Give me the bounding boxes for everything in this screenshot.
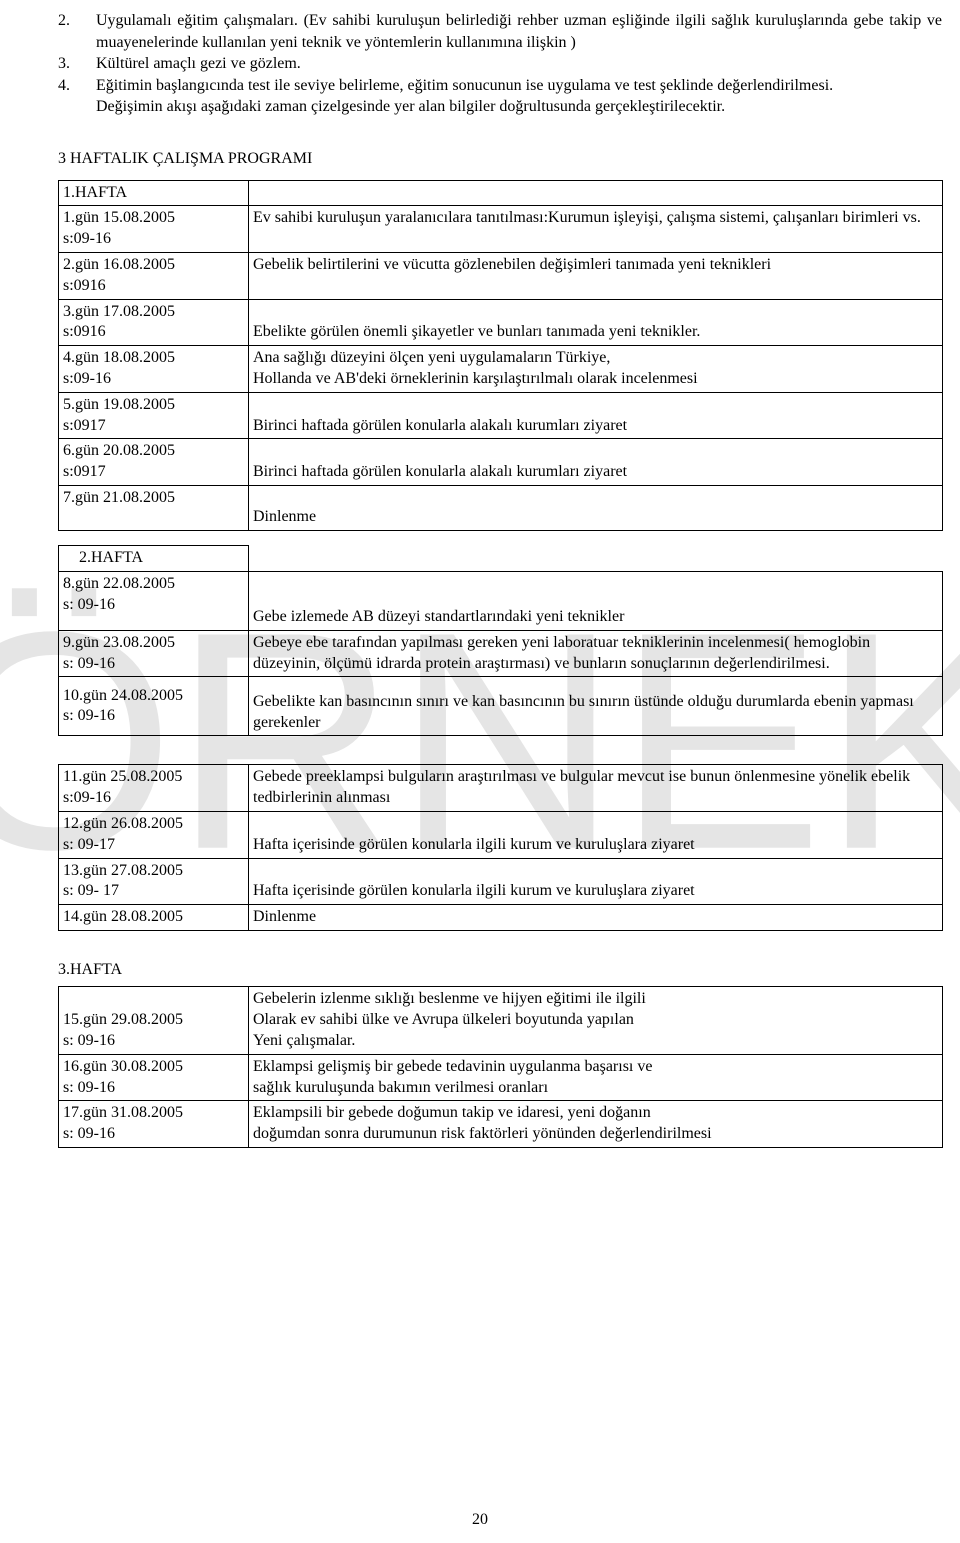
table-row: 15.gün 29.08.2005 s: 09-16 Gebelerin izl… xyxy=(59,987,943,1054)
table-row: 4.gün 18.08.2005 s:09-16 Ana sağlığı düz… xyxy=(59,346,943,393)
w3r1-right: Gebelerin izlenme sıklığı beslenme ve hi… xyxy=(249,987,943,1054)
intro-list: 2. Uygulamalı eğitim çalışmaları. (Ev sa… xyxy=(58,10,942,96)
w2br1-right: Gebede preeklampsi bulguların araştırılm… xyxy=(249,765,943,812)
w1r7-left: 7.gün 21.08.2005 xyxy=(59,485,249,530)
w1r3-left: 3.gün 17.08.2005 s:0916 xyxy=(59,299,249,346)
table-row: 11.gün 25.08.2005 s:09-16 Gebede preekla… xyxy=(59,765,943,812)
week1-table: 1.HAFTA 1.gün 15.08.2005 s:09-16 Ev sahi… xyxy=(58,180,943,531)
w2ar2-right: Gebeye ebe tarafından yapılması gereken … xyxy=(249,630,943,677)
list-text-3: Kültürel amaçlı gezi ve gözlem. xyxy=(96,53,942,75)
w2ar1-left: 8.gün 22.08.2005 s: 09-16 xyxy=(59,571,249,630)
table-row: 12.gün 26.08.2005 s: 09-17 Hafta içerisi… xyxy=(59,811,943,858)
week1-title: 1.HAFTA xyxy=(59,180,249,206)
w2ar3-right: Gebelikte kan basıncının sınırı ve kan b… xyxy=(249,677,943,736)
w1r5-right: Birinci haftada görülen konularla alakal… xyxy=(249,392,943,439)
w1r1-left: 1.gün 15.08.2005 s:09-16 xyxy=(59,206,249,253)
w1r7-right: Dinlenme xyxy=(249,485,943,530)
table-row: 9.gün 23.08.2005 s: 09-16 Gebeye ebe tar… xyxy=(59,630,943,677)
w3r2-right: Eklampsi gelişmiş bir gebede tedavinin u… xyxy=(249,1054,943,1101)
list-text-2: Uygulamalı eğitim çalışmaları. (Ev sahib… xyxy=(96,10,942,53)
w2ar3-left: 10.gün 24.08.2005 s: 09-16 xyxy=(59,677,249,736)
table-row: 13.gün 27.08.2005 s: 09- 17 Hafta içeris… xyxy=(59,858,943,905)
list-num-2: 2. xyxy=(58,10,96,53)
w2br3-left: 13.gün 27.08.2005 s: 09- 17 xyxy=(59,858,249,905)
week3-title: 3.HAFTA xyxy=(58,959,942,981)
w1r1-right: Ev sahibi kuruluşun yaralanıcılara tanıt… xyxy=(249,206,943,253)
w2br3-right: Hafta içerisinde görülen konularla ilgil… xyxy=(249,858,943,905)
table-row: 17.gün 31.08.2005 s: 09-16 Eklampsili bi… xyxy=(59,1101,943,1148)
w2br1-left: 11.gün 25.08.2005 s:09-16 xyxy=(59,765,249,812)
table-row: 10.gün 24.08.2005 s: 09-16 Gebelikte kan… xyxy=(59,677,943,736)
w1r4-left: 4.gün 18.08.2005 s:09-16 xyxy=(59,346,249,393)
w3r1-left: 15.gün 29.08.2005 s: 09-16 xyxy=(59,987,249,1054)
table-row: 8.gün 22.08.2005 s: 09-16 Gebe izlemede … xyxy=(59,571,943,630)
list-num-4: 4. xyxy=(58,75,96,97)
program-title: 3 HAFTALIK ÇALIŞMA PROGRAMI xyxy=(58,148,942,170)
w1r3-right: Ebelikte görülen önemli şikayetler ve bu… xyxy=(249,299,943,346)
w3r3-right: Eklampsili bir gebede doğumun takip ve i… xyxy=(249,1101,943,1148)
week2-title: 2.HAFTA xyxy=(59,545,249,571)
list-text-4: Eğitimin başlangıcında test ile seviye b… xyxy=(96,75,942,97)
week2-table-b: 11.gün 25.08.2005 s:09-16 Gebede preekla… xyxy=(58,764,943,931)
w1r4-right: Ana sağlığı düzeyini ölçen yeni uygulama… xyxy=(249,346,943,393)
w1r6-left: 6.gün 20.08.2005 s:0917 xyxy=(59,439,249,486)
w2ar2-left: 9.gün 23.08.2005 s: 09-16 xyxy=(59,630,249,677)
w2br4-right: Dinlenme xyxy=(249,905,943,931)
w2br2-left: 12.gün 26.08.2005 s: 09-17 xyxy=(59,811,249,858)
list-num-3: 3. xyxy=(58,53,96,75)
w3r2-left: 16.gün 30.08.2005 s: 09-16 xyxy=(59,1054,249,1101)
table-row: 7.gün 21.08.2005 Dinlenme xyxy=(59,485,943,530)
table-row: 16.gün 30.08.2005 s: 09-16 Eklampsi geli… xyxy=(59,1054,943,1101)
table-row: 3.gün 17.08.2005 s:0916 Ebelikte görülen… xyxy=(59,299,943,346)
w1r6-right: Birinci haftada görülen konularla alakal… xyxy=(249,439,943,486)
intro-closing: Değişimin akışı aşağıdaki zaman çizelges… xyxy=(58,96,942,118)
w2br2-right: Hafta içerisinde görülen konularla ilgil… xyxy=(249,811,943,858)
w2br4-left: 14.gün 28.08.2005 xyxy=(59,905,249,931)
w1r5-left: 5.gün 19.08.2005 s:0917 xyxy=(59,392,249,439)
w1r2-left: 2.gün 16.08.2005 s:0916 xyxy=(59,252,249,299)
week3-table: 15.gün 29.08.2005 s: 09-16 Gebelerin izl… xyxy=(58,986,943,1148)
week2-table-a: 2.HAFTA 8.gün 22.08.2005 s: 09-16 Gebe i… xyxy=(58,545,943,736)
w1r2-right: Gebelik belirtilerini ve vücutta gözlene… xyxy=(249,252,943,299)
table-row: 6.gün 20.08.2005 s:0917 Birinci haftada … xyxy=(59,439,943,486)
table-row: 5.gün 19.08.2005 s:0917 Birinci haftada … xyxy=(59,392,943,439)
page-number: 20 xyxy=(0,1509,960,1531)
table-row: 2.gün 16.08.2005 s:0916 Gebelik belirtil… xyxy=(59,252,943,299)
table-row: 1.gün 15.08.2005 s:09-16 Ev sahibi kurul… xyxy=(59,206,943,253)
w2ar1-right: Gebe izlemede AB düzeyi standartlarındak… xyxy=(249,571,943,630)
w3r3-left: 17.gün 31.08.2005 s: 09-16 xyxy=(59,1101,249,1148)
table-row: 14.gün 28.08.2005 Dinlenme xyxy=(59,905,943,931)
